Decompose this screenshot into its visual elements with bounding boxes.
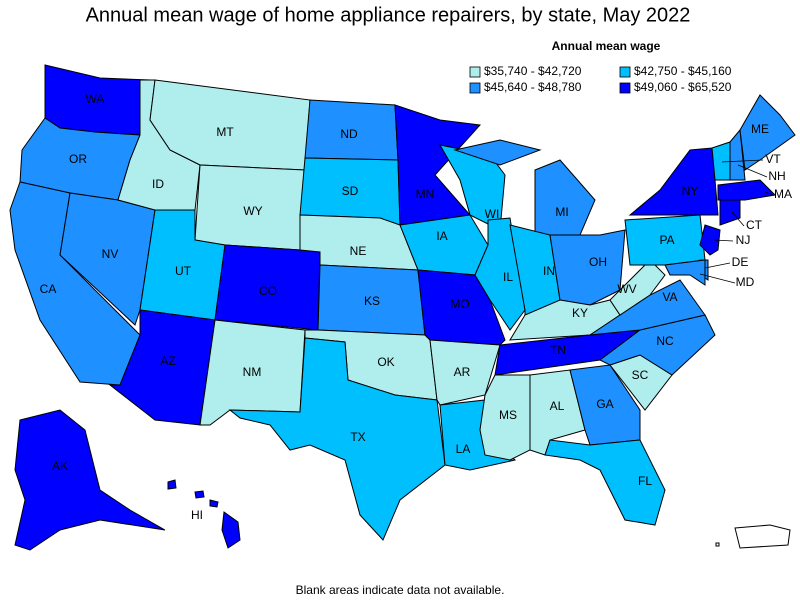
state-label: NC [656, 334, 674, 348]
state-label: PA [659, 233, 674, 247]
state-label: MO [450, 297, 469, 311]
legend-title: Annual mean wage [552, 39, 661, 53]
state-label: ID [152, 177, 164, 191]
leader-line [721, 159, 764, 163]
state-label: MT [216, 125, 234, 139]
state-label: NH [768, 169, 785, 183]
state-label: CO [259, 284, 277, 298]
state [544, 439, 666, 526]
state-label: MS [499, 408, 517, 422]
states: WA OR CA NV ID MT WY UT CO AZ NM ND SD NE KS OK TX MN IA MO… [9, 64, 796, 551]
state-label: OR [69, 152, 87, 166]
state-label: DE [732, 255, 749, 269]
leader-line [704, 262, 731, 269]
leader-line [713, 239, 734, 242]
state-label: WI [485, 207, 500, 221]
legend-swatch [469, 66, 481, 78]
legend-label: $49,060 - $65,520 [634, 80, 732, 94]
state-label: WA [86, 92, 105, 106]
state [699, 224, 721, 256]
state [14, 409, 166, 551]
state-label: NV [102, 247, 119, 261]
state-label: NY [682, 184, 699, 198]
state-label: KS [364, 294, 380, 308]
legend: $35,740 - $42,720 $42,750 - $45,160 $45,64… [469, 64, 732, 94]
leader-line [764, 191, 774, 196]
state-label: CT [746, 218, 763, 232]
state-label: AK [52, 459, 68, 473]
state [429, 339, 501, 406]
state [609, 259, 666, 316]
state-label: MD [736, 275, 755, 289]
state-label: GA [596, 397, 613, 411]
leader-line [699, 273, 736, 284]
state-label: AR [454, 365, 471, 379]
state-label: ND [340, 127, 358, 141]
state-label: IL [503, 270, 513, 284]
state [479, 374, 531, 461]
state-label: TX [350, 430, 365, 444]
state-label: NM [243, 365, 262, 379]
state-label: IA [436, 229, 447, 243]
state-label: NE [350, 244, 367, 258]
state [711, 141, 731, 181]
state [167, 479, 241, 549]
state-label: VA [662, 290, 677, 304]
legend-swatch [619, 82, 631, 94]
map-title: Annual mean wage of home appliance repai… [86, 4, 691, 26]
puerto-rico [715, 524, 791, 549]
state [664, 259, 706, 286]
footnote: Blank areas indicate data not available. [296, 583, 505, 597]
state-label: TN [550, 343, 566, 357]
state-label: HI [191, 508, 203, 522]
state-label: NJ [736, 233, 751, 247]
state [394, 104, 482, 226]
state-label: WY [243, 204, 262, 218]
state-label: AZ [160, 354, 175, 368]
state [719, 199, 741, 226]
state-label: UT [175, 264, 192, 278]
state [717, 179, 777, 201]
state-label: LA [456, 442, 471, 456]
legend-swatch [469, 82, 481, 94]
legend-swatch [619, 66, 631, 78]
leader-line [731, 211, 745, 227]
state [739, 94, 796, 171]
state-label: MA [774, 187, 792, 201]
state-label: AL [550, 399, 565, 413]
state-label: KY [572, 306, 588, 320]
legend-label: $42,750 - $45,160 [634, 64, 732, 78]
legend-label: $35,740 - $42,720 [484, 64, 582, 78]
state-label: WV [617, 282, 636, 296]
legend-label: $45,640 - $48,780 [484, 80, 582, 94]
state-label: FL [638, 474, 652, 488]
state-label: SD [342, 184, 359, 198]
state-label: OH [589, 255, 607, 269]
state-label: MI [555, 205, 568, 219]
state-label: OK [377, 355, 394, 369]
state-label: SC [632, 368, 649, 382]
leader-line [737, 164, 768, 178]
state [228, 337, 446, 541]
state-label: ME [751, 122, 769, 136]
state-label: MN [416, 187, 435, 201]
state-label: VT [765, 152, 781, 166]
state-label: CA [40, 282, 57, 296]
state-label: IN [543, 264, 555, 278]
state [453, 139, 596, 241]
